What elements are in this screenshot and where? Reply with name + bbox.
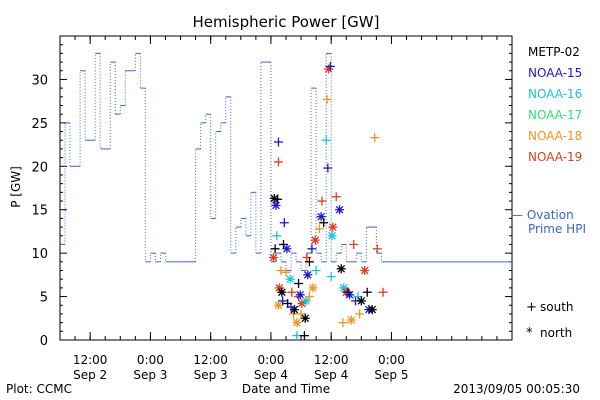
legend-marker-south-symbol: + (526, 300, 537, 315)
legend-item-noaa-18: NOAA-18 (528, 129, 582, 143)
data-point-metp-02-south (270, 244, 280, 254)
data-point-noaa-18-south (314, 224, 324, 234)
data-point-noaa-16-south (321, 135, 331, 145)
data-point-noaa-16-north (285, 274, 295, 284)
data-point-noaa-15-north (271, 200, 281, 210)
x-tick-day-label: Sep 5 (374, 368, 408, 382)
data-point-noaa-19-south (349, 239, 359, 249)
x-tick-day-label: Sep 2 (73, 368, 107, 382)
observation-points (268, 61, 388, 341)
legend-ovation-line2: Prime HPI (528, 222, 586, 236)
data-point-noaa-19-south (317, 196, 327, 206)
data-point-noaa-18-south (281, 267, 291, 277)
legend-item-metp-02: METP-02 (528, 45, 580, 59)
data-point-noaa-15-south (307, 244, 317, 254)
data-point-noaa-18-south (296, 309, 306, 319)
x-axis-label: Date and Time (242, 382, 330, 396)
data-point-metp-02-north (367, 305, 377, 315)
legend-ovation-line1: — Ovation (511, 208, 574, 222)
legend-marker-north-symbol: * (526, 326, 533, 341)
data-point-noaa-15-south (323, 163, 333, 173)
x-tick-day-label: Sep 3 (194, 368, 228, 382)
data-point-noaa-19-north (268, 252, 278, 262)
data-point-metp-02-north (269, 193, 279, 203)
legend-item-noaa-16: NOAA-16 (528, 87, 582, 101)
y-tick-label: 15 (31, 204, 48, 219)
x-tick-day-label: Sep 4 (254, 368, 288, 382)
data-point-noaa-18-south (276, 266, 286, 276)
y-tick-label: 25 (31, 117, 48, 132)
x-tick-time-label: 12:00 (193, 353, 228, 367)
data-point-metp-02-north (356, 296, 366, 306)
data-point-noaa-15-south (286, 302, 296, 312)
x-tick-time-label: 12:00 (314, 353, 349, 367)
data-point-noaa-18-south (338, 318, 348, 328)
y-tick-label: 30 (31, 73, 48, 88)
x-tick-time-label: 0:00 (137, 353, 164, 367)
data-point-noaa-16-south (311, 266, 321, 276)
data-point-noaa-18-south (355, 309, 365, 319)
x-tick-day-label: Sep 3 (133, 368, 167, 382)
data-point-noaa-19-south (378, 287, 388, 297)
data-point-noaa-19-north (328, 222, 338, 232)
data-point-noaa-19-north (310, 235, 320, 245)
data-point-metp-02-north (300, 313, 310, 323)
data-point-noaa-15-south (325, 61, 335, 71)
y-tick-label: 5 (40, 291, 48, 306)
plot-timestamp: 2013/09/05 00:05:30 (453, 382, 580, 396)
y-tick-label: 0 (40, 334, 48, 349)
data-point-noaa-16-south (326, 272, 336, 282)
x-tick-day-label: Sep 4 (314, 368, 348, 382)
plot-credit: Plot: CCMC (6, 382, 72, 396)
data-point-noaa-15-south (278, 296, 288, 306)
data-point-noaa-18-south (304, 292, 314, 302)
data-point-noaa-16-south (292, 331, 302, 341)
legend-item-noaa-19: NOAA-19 (528, 150, 582, 164)
data-point-noaa-15-south (273, 137, 283, 147)
data-point-noaa-19-south (273, 157, 283, 167)
data-point-noaa-15-north (282, 244, 292, 254)
legend-marker-south: south (540, 300, 574, 314)
data-point-metp-02-south (304, 257, 314, 267)
data-point-noaa-16-south (272, 231, 282, 241)
data-point-metp-02-south (319, 218, 329, 228)
data-point-noaa-15-north (303, 270, 313, 280)
x-tick-time-label: 0:00 (378, 353, 405, 367)
y-tick-label: 20 (31, 160, 48, 175)
data-point-noaa-15-south (279, 218, 289, 228)
x-tick-time-label: 12:00 (73, 353, 108, 367)
data-point-metp-02-south (362, 287, 372, 297)
data-point-metp-02-north (336, 264, 346, 274)
data-point-metp-02-south (299, 331, 309, 341)
legend: METP-02 NOAA-15 NOAA-16 NOAA-17 NOAA-18 NOAA-… (511, 45, 586, 341)
x-tick-time-label: 0:00 (257, 353, 284, 367)
chart-title: Hemispheric Power [GW] (193, 13, 380, 31)
data-point-metp-02-north (277, 287, 287, 297)
data-point-noaa-18-north (273, 300, 283, 310)
data-point-noaa-19-south (287, 287, 297, 297)
legend-marker-north: north (540, 326, 572, 340)
data-point-noaa-16-north (327, 231, 337, 241)
ovation-series (60, 52, 512, 272)
legend-item-noaa-15: NOAA-15 (528, 66, 582, 80)
data-point-noaa-15-north (345, 290, 355, 300)
data-point-noaa-18-north (308, 283, 318, 293)
legend-item-noaa-17: NOAA-17 (528, 108, 582, 122)
data-point-noaa-18-south (322, 94, 332, 104)
data-point-metp-02-south (273, 194, 283, 204)
data-point-noaa-19-south (331, 192, 341, 202)
y-axis-label: P [GW] (9, 166, 23, 208)
data-point-noaa-18-south (370, 133, 380, 143)
y-tick-label: 10 (31, 247, 48, 262)
data-point-noaa-15-north (295, 290, 305, 300)
data-point-noaa-15-north (335, 205, 345, 215)
data-point-metp-02-south (294, 279, 304, 289)
data-point-noaa-18-north (346, 315, 356, 325)
data-point-noaa-18-north (292, 318, 302, 328)
plot-frame (59, 35, 513, 341)
data-point-noaa-19-south (372, 244, 382, 254)
data-point-noaa-19-north (360, 266, 370, 276)
